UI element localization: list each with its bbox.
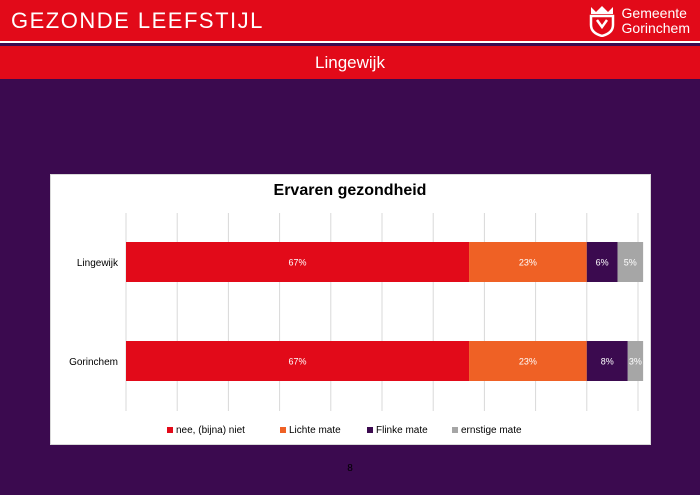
logo-line-1: Gemeente [621, 5, 687, 21]
data-label: 6% [596, 258, 609, 268]
logo-line-2: Gorinchem [621, 20, 690, 36]
header-bar: GEZONDE LEEFSTIJL Gemeente Gorinchem [0, 0, 700, 41]
page-title: GEZONDE LEEFSTIJL [11, 8, 264, 33]
header-divider [0, 41, 700, 43]
chart-panel: Ervaren gezondheid Lingewijk 67% 23% 6% 5% Gor… [50, 174, 651, 445]
legend-label: Lichte mate [289, 425, 341, 436]
chart-title: Ervaren gezondheid [274, 182, 427, 199]
subheader-bar: Lingewijk [0, 46, 700, 79]
stacked-bar-chart: Ervaren gezondheid Lingewijk 67% 23% 6% 5% Gor… [69, 182, 644, 436]
bar-segment [469, 341, 587, 381]
gemeente-gorinchem-logo[interactable]: Gemeente Gorinchem [588, 3, 690, 39]
legend-label: ernstige mate [461, 425, 522, 436]
bar-segment [469, 242, 587, 282]
data-label: 5% [624, 258, 637, 268]
data-label: 67% [289, 357, 307, 367]
bar-segment [627, 341, 644, 381]
bar-segment [126, 341, 470, 381]
crown-shield-icon [589, 6, 614, 37]
bar-segment [586, 341, 628, 381]
bar-segment [126, 242, 470, 282]
data-label: 8% [601, 357, 614, 367]
bar-segment [617, 242, 644, 282]
data-label: 23% [519, 258, 537, 268]
data-label: 23% [519, 357, 537, 367]
legend-swatch [452, 427, 458, 433]
legend-swatch [280, 427, 286, 433]
legend-label: nee, (bijna) niet [176, 425, 245, 436]
data-label: 3% [629, 357, 642, 367]
category-label: Gorinchem [69, 357, 118, 368]
bar-segment [586, 242, 618, 282]
category-label: Lingewijk [77, 258, 119, 269]
legend-swatch [167, 427, 173, 433]
logo-text: Gemeente Gorinchem [622, 6, 690, 36]
data-label: 67% [289, 258, 307, 268]
page-number: 8 [347, 463, 353, 474]
subheader-title: Lingewijk [315, 53, 385, 72]
legend-label: Flinke mate [376, 425, 428, 436]
legend-swatch [367, 427, 373, 433]
